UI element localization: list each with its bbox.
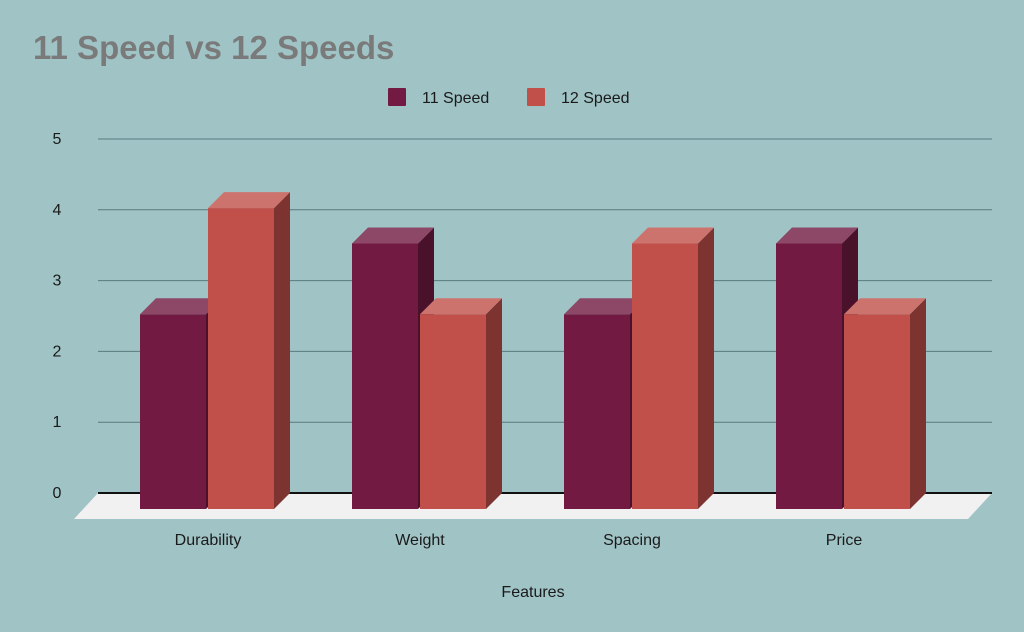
y-tick-label: 1: [53, 414, 62, 431]
bar-front: [632, 243, 698, 509]
bar-front: [776, 243, 842, 509]
bar: [632, 227, 714, 509]
y-tick-label: 3: [53, 273, 62, 290]
bar-top: [776, 227, 858, 244]
bar-top: [420, 298, 502, 315]
bar-side: [910, 298, 926, 509]
y-tick-label: 5: [53, 131, 62, 148]
bar: [352, 227, 434, 509]
y-tick-label: 2: [53, 343, 62, 360]
bars: [140, 192, 926, 509]
chart-floor: [74, 493, 992, 519]
chart-legend: 11 Speed 12 Speed: [388, 88, 630, 107]
legend-item: 12 Speed: [527, 88, 630, 107]
y-tick-label: 0: [53, 485, 62, 502]
bar-front: [140, 314, 206, 509]
bar-side: [698, 227, 714, 509]
x-axis-label: Features: [501, 584, 564, 601]
bar-front: [352, 243, 418, 509]
bar-top: [632, 227, 714, 244]
bar: [208, 192, 290, 509]
x-tick-label: Weight: [395, 532, 445, 549]
legend-label: 11 Speed: [422, 90, 489, 107]
x-tick-label: Spacing: [603, 532, 661, 549]
bar-top: [844, 298, 926, 315]
x-tick-label: Durability: [175, 532, 242, 549]
bar-front: [564, 314, 630, 509]
bar-front: [420, 314, 486, 509]
y-axis-ticks: 0 1 2 3 4 5: [53, 131, 62, 502]
y-tick-label: 4: [53, 202, 62, 219]
legend-item: 11 Speed: [388, 88, 489, 107]
bar-front: [208, 208, 274, 509]
legend-swatch: [527, 88, 545, 106]
bar-top: [564, 298, 646, 315]
bar-top: [208, 192, 290, 209]
x-axis-ticks: Durability Weight Spacing Price: [175, 532, 863, 549]
bar-top: [352, 227, 434, 244]
bar-side: [274, 192, 290, 509]
legend-swatch: [388, 88, 406, 106]
bar-front: [844, 314, 910, 509]
bar-top: [140, 298, 222, 315]
legend-label: 12 Speed: [561, 90, 630, 107]
bar: [420, 298, 502, 509]
chart-title: 11 Speed vs 12 Speeds: [33, 29, 394, 66]
bar: [776, 227, 858, 509]
bar: [844, 298, 926, 509]
x-tick-label: Price: [826, 532, 863, 549]
bar-side: [486, 298, 502, 509]
